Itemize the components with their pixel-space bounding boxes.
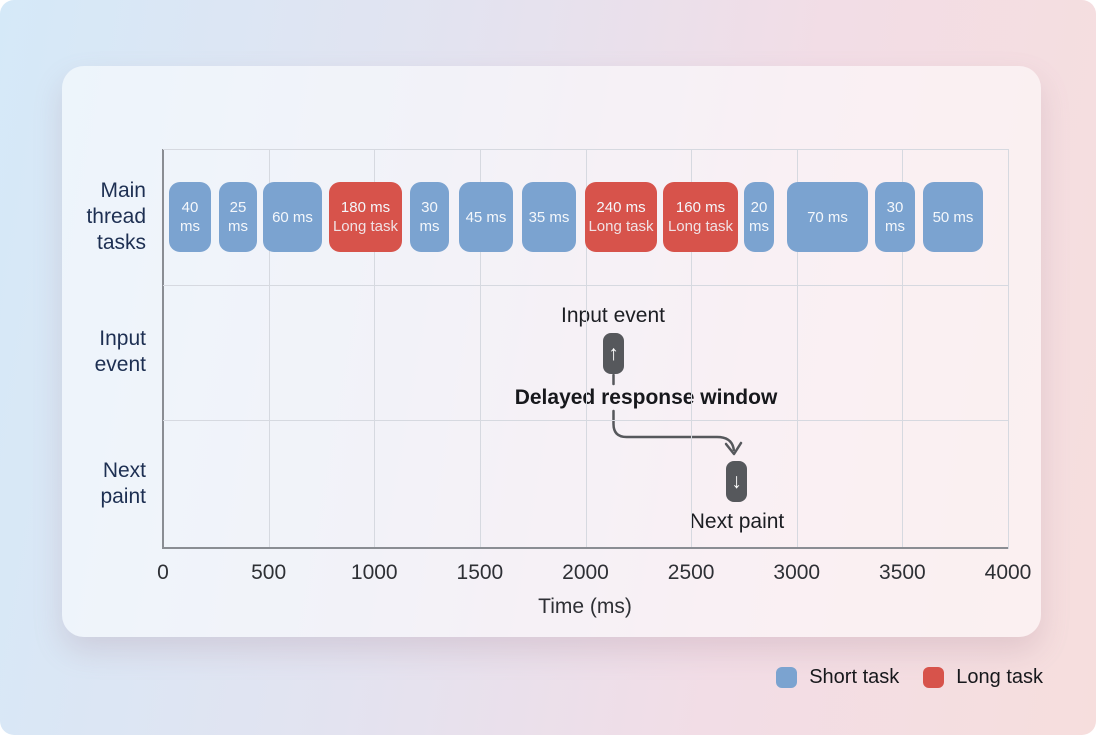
gridline-x-3000 — [796, 149, 798, 549]
x-tick-label: 3500 — [879, 561, 926, 584]
task-block-45ms: 45 ms — [459, 182, 513, 252]
gridline-x-1500 — [479, 149, 481, 549]
gridline-x-500 — [268, 149, 270, 549]
x-tick-label: 4000 — [984, 561, 1032, 584]
input-event-annotation: Input event — [561, 304, 665, 327]
plot-top-border — [163, 149, 1008, 150]
task-label-line: 40 — [181, 199, 199, 216]
gridline-x-2000 — [585, 149, 587, 549]
x-tick-label: 2500 — [667, 561, 715, 584]
next-paint-annotation: Next paint — [689, 510, 785, 533]
task-label-line: ms — [749, 218, 769, 235]
task-label-line: 180 ms — [340, 199, 391, 216]
task-block-70ms: 70 ms — [787, 182, 868, 252]
gridline-x-1000 — [374, 149, 376, 549]
task-label-line: Long task — [588, 218, 654, 235]
task-block-60ms: 60 ms — [263, 182, 322, 252]
task-block-30ms: 30 ms — [875, 182, 915, 252]
short-task-swatch — [776, 667, 798, 688]
task-block-20ms: 20 ms — [744, 182, 774, 252]
arrow-up-icon: ↑ — [608, 342, 619, 365]
task-label-line: 35 ms — [528, 208, 570, 226]
x-tick-label: 1000 — [350, 561, 398, 584]
x-tick-label: 3000 — [773, 561, 821, 584]
gridline-x-4000 — [1008, 149, 1009, 549]
task-block-50ms: 50 ms — [923, 182, 983, 252]
task-label-line: ms — [228, 218, 248, 235]
task-label-line: 70 ms — [807, 208, 848, 226]
task-block-30ms: 30 ms — [410, 182, 449, 252]
input-event-marker: ↑ — [603, 333, 624, 374]
row-divider — [163, 285, 1008, 286]
x-axis-title: Time (ms) — [538, 595, 632, 618]
legend-item-short-task: Short task — [776, 666, 899, 689]
x-axis-line — [161, 547, 1008, 549]
next-paint-marker: ↓ — [726, 461, 747, 502]
task-label-line: ms — [885, 218, 905, 235]
task-label-line: ms — [419, 218, 440, 235]
task-block-180ms: 180 ms Long task — [329, 182, 402, 252]
x-tick-label: 0 — [157, 561, 169, 584]
task-label-line: 45 ms — [465, 208, 507, 226]
task-label-line: ms — [180, 218, 200, 235]
task-label-line: 240 ms — [596, 199, 646, 216]
x-tick-label: 500 — [251, 561, 287, 584]
y-axis-line — [161, 149, 164, 549]
task-label-line: 30 — [886, 199, 904, 216]
task-label-line: 60 ms — [272, 208, 313, 226]
task-label-line: 25 — [229, 199, 247, 216]
task-block-40ms: 40 ms — [169, 182, 211, 252]
legend: Short task Long task — [776, 666, 1043, 689]
gridline-x-2500 — [691, 149, 693, 549]
long-task-swatch — [923, 667, 945, 688]
delayed-response-window-label: Delayed response window — [514, 386, 778, 409]
task-label-line: Long task — [667, 218, 734, 235]
arrow-down-icon: ↓ — [731, 470, 742, 493]
x-tick-label: 1500 — [456, 561, 504, 584]
legend-item-long-task: Long task — [923, 666, 1043, 689]
x-tick-label: 2000 — [562, 561, 609, 584]
legend-label: Short task — [809, 666, 900, 688]
row-divider — [163, 420, 1008, 421]
task-label-line: 160 ms — [675, 199, 726, 216]
row-label: Input event — [94, 327, 146, 376]
task-block-240ms: 240 ms Long task — [585, 182, 657, 252]
legend-label: Long task — [956, 666, 1043, 688]
gridline-x-3500 — [902, 149, 904, 549]
task-label-line: Long task — [332, 218, 399, 235]
chart-card — [62, 66, 1041, 637]
task-label-line: 50 ms — [932, 208, 974, 226]
task-block-35ms: 35 ms — [522, 182, 576, 252]
row-label: Main thread tasks — [86, 179, 146, 254]
task-block-25ms: 25 ms — [219, 182, 257, 252]
row-label: Next paint — [100, 459, 146, 508]
task-label-line: 20 — [750, 199, 768, 216]
task-block-160ms: 160 ms Long task — [663, 182, 738, 252]
task-label-line: 30 — [421, 199, 438, 216]
